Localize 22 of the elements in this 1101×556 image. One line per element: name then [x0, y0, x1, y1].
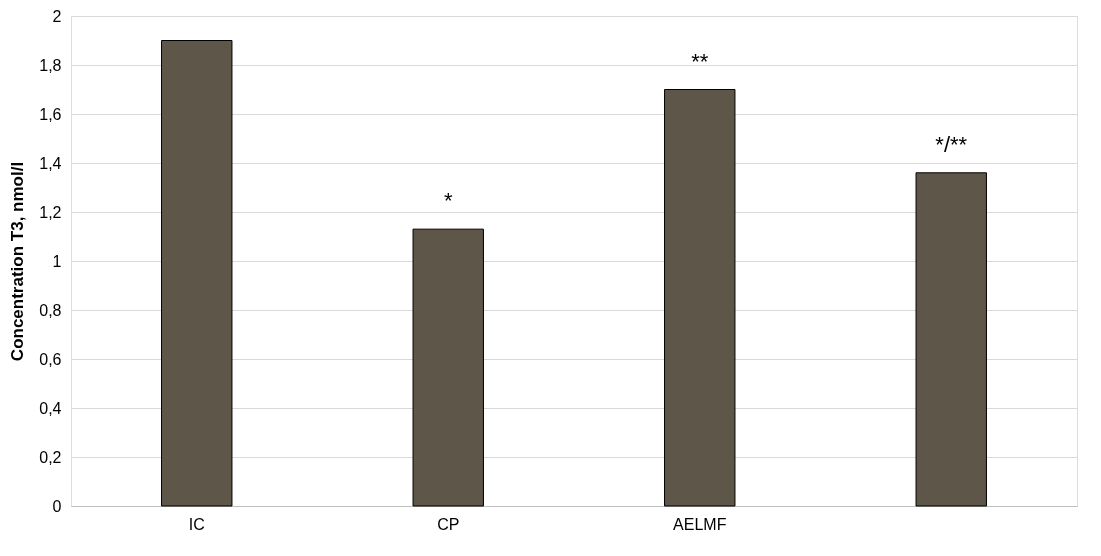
y-tick-label: 0,6 [39, 350, 62, 368]
annotation: ** [691, 48, 709, 74]
y-tick-label: 1,4 [39, 154, 62, 172]
bar [412, 228, 484, 507]
x-tick-label: CP [437, 515, 460, 533]
y-tick-label: 1,2 [39, 203, 62, 221]
y-tick-label: 0 [52, 497, 62, 515]
y-tick-label: 0,8 [39, 301, 62, 319]
y-axis-title: Concentration T3, nmol/l [8, 161, 28, 362]
bar [664, 89, 736, 507]
y-tick-label: 0,2 [39, 448, 62, 466]
bar [915, 172, 987, 507]
y-tick-label: 2 [52, 7, 62, 25]
y-tick-label: 0,4 [39, 399, 62, 417]
bar [161, 40, 233, 507]
y-tick-label: 1,8 [39, 56, 62, 74]
annotation: */** [935, 131, 968, 157]
x-tick-label: AELMF [673, 515, 727, 533]
annotation: * [443, 188, 453, 214]
x-tick-label: IC [188, 515, 205, 533]
y-tick-label: 1,6 [39, 105, 62, 123]
y-tick-label: 1 [52, 252, 62, 270]
